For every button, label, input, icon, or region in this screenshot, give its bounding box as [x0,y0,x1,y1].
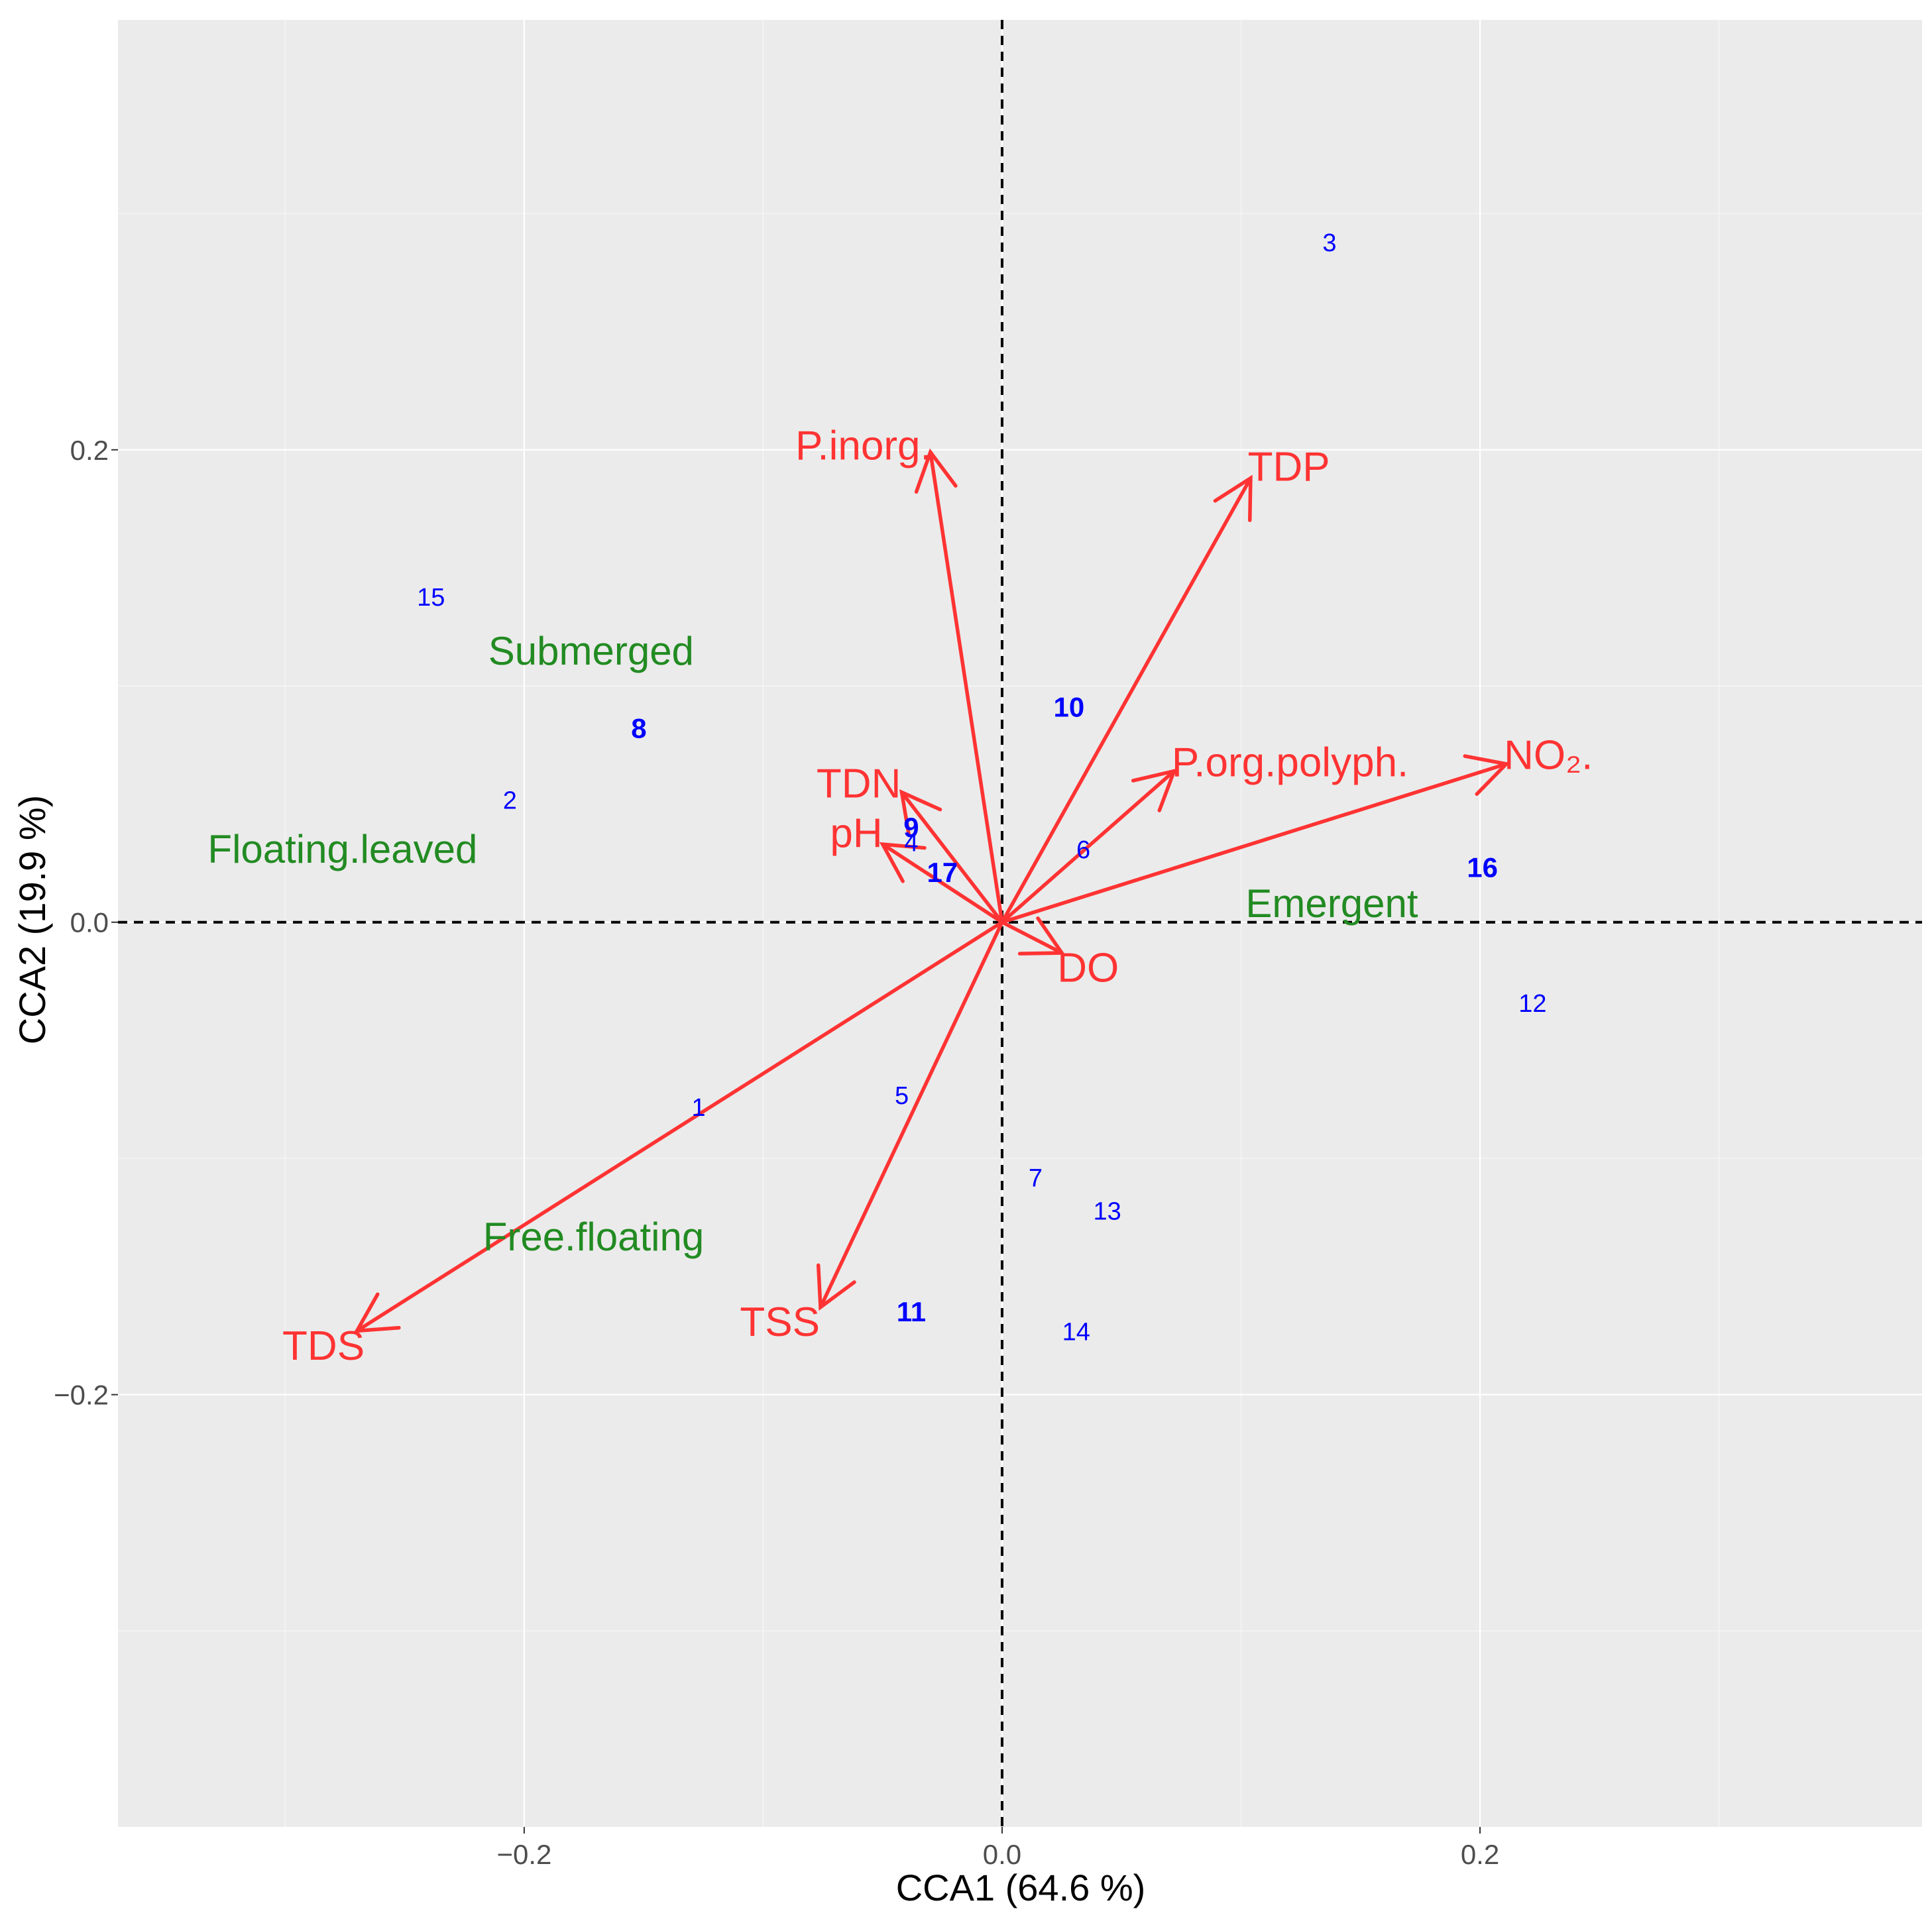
site-label: 15 [417,584,445,612]
env-variable-label: P.org.polyph. [1172,740,1408,785]
arrow-shaft [819,920,1004,1309]
arrow-head [1213,474,1253,522]
y-tick-label: −0.2 [54,1380,109,1411]
group-label: Floating.leaved [207,827,477,871]
arrow-shaft [929,450,1004,924]
site-label: 11 [897,1296,926,1327]
env-variable-label: TDP [1248,445,1330,490]
env-variable-label: TDS [282,1323,365,1369]
zero-reference-lines [118,20,1922,1827]
env-variable-label: NO₂. [1504,733,1593,779]
x-axis-title: CCA1 (64.6 %) [896,1867,1146,1908]
env-variable-label: TSS [740,1299,820,1345]
arrow-shaft [1000,762,1508,924]
x-tick-label: 0.0 [983,1839,1021,1870]
arrow-shaft [355,920,1004,1333]
axis-ticks: −0.2 0.0 0.2 0.2 0.0 −0.2 [54,435,1499,1870]
arrow-shaft [880,842,1004,924]
arrow-shaft [1000,476,1253,924]
y-tick-label: 0.0 [70,907,109,938]
y-tick-label: 0.2 [70,435,109,466]
site-label: 12 [1518,990,1546,1018]
arrow-head [816,1263,856,1311]
env-variable-label: P.inorg. [795,423,932,469]
arrow-head [914,448,958,494]
site-label: 2 [503,787,517,814]
arrow-head [1017,916,1066,956]
site-label: 10 [1054,691,1085,722]
x-tick-label: 0.2 [1461,1839,1499,1870]
site-label: 1 [692,1094,706,1122]
group-label: Emergent [1245,881,1418,926]
arrow-head [353,1292,401,1333]
arrow-shaft [1000,920,1064,955]
site-label: 6 [1076,836,1090,864]
arrow-head [899,789,942,836]
arrow-head [879,842,927,883]
site-label: 8 [631,712,646,743]
site-label: 9 [903,812,919,843]
site-label: 13 [1093,1198,1121,1226]
group-label: Free.floating [483,1215,705,1259]
arrow-shaft [899,790,1004,924]
group-labels: Submerged Floating.leaved Emergent Free.flo… [207,629,1418,1259]
arrow-shaft [1000,769,1176,924]
env-variable-label: pH [830,810,882,856]
site-label: 3 [1322,229,1336,257]
environmental-arrows [353,448,1510,1333]
arrow-head [1131,768,1177,812]
x-tick-label: −0.2 [496,1839,551,1870]
site-label: 4 [904,830,918,857]
arrow-head [1463,754,1510,797]
site-label: 17 [927,857,958,888]
group-label: Submerged [488,629,694,673]
env-variable-label: TDN [817,761,901,806]
site-label: 14 [1062,1318,1090,1346]
env-variable-label: DO [1057,945,1119,991]
site-label: 16 [1467,852,1498,883]
y-axis-title: CCA2 (19.9 %) [11,795,53,1045]
site-label: 5 [895,1082,909,1110]
site-label: 7 [1029,1165,1043,1193]
